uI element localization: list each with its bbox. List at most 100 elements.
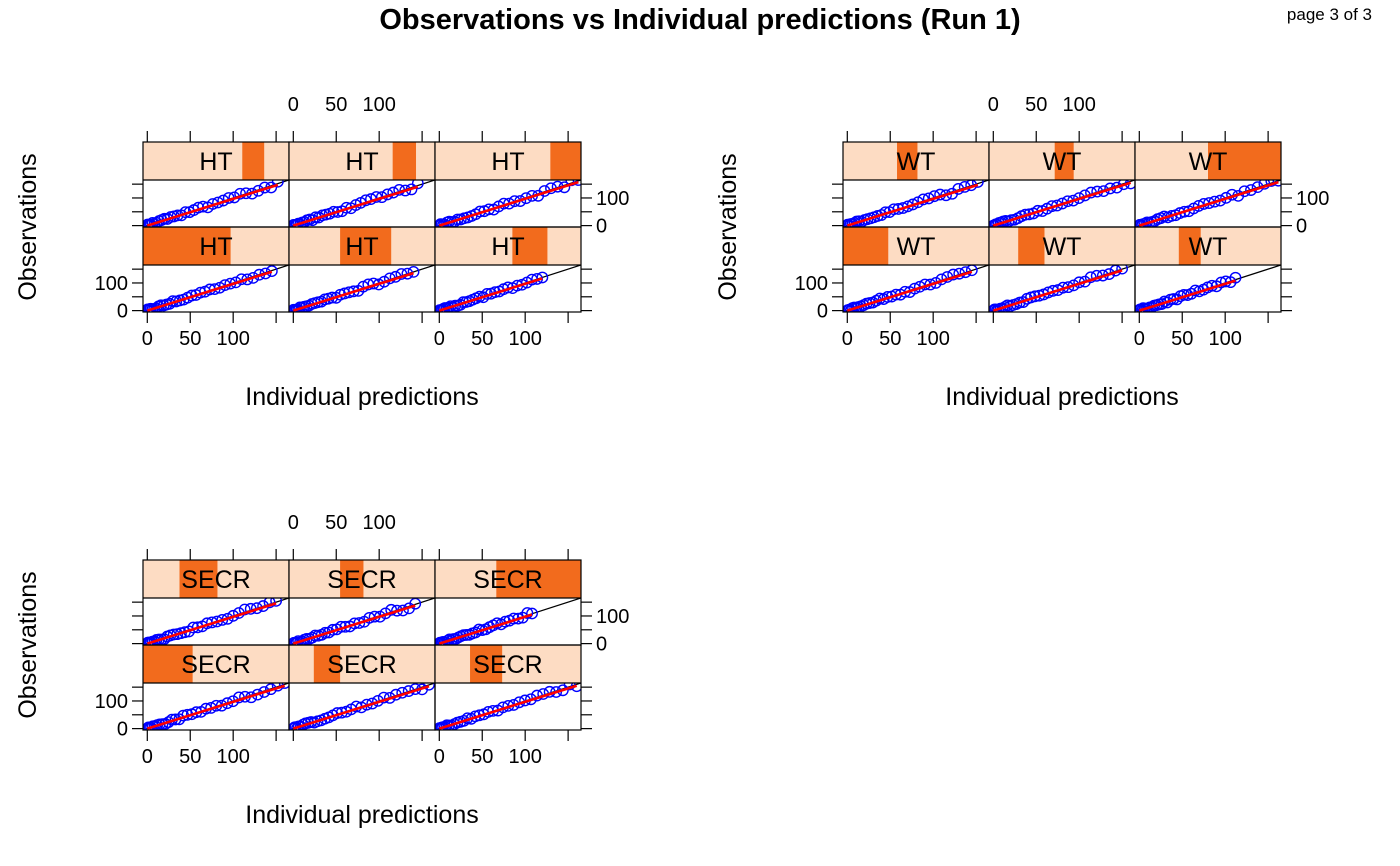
strip-range-indicator	[1178, 227, 1201, 265]
panel-secr-2: SECR	[288, 644, 436, 731]
x-tick-label: 100	[362, 94, 395, 116]
smooth-line	[438, 613, 533, 645]
panel-group-wt: WT WT WT WT WT WT 0 50 100 0 50 100 0 50 100 0 100 0 100 In…	[714, 94, 1329, 411]
strip-range-indicator	[470, 645, 503, 683]
y-axis-label: Observations	[14, 571, 42, 718]
panel-plot-area	[843, 180, 989, 227]
smooth-line	[292, 271, 414, 312]
panel-ht-5: HT	[288, 141, 436, 228]
panel-secr-5: SECR	[288, 559, 436, 646]
strip-range-indicator	[242, 142, 265, 180]
strip-background	[143, 142, 289, 180]
panel-secr-4: SECR	[142, 559, 290, 646]
strip-label: SECR	[327, 651, 396, 679]
panel-plot-area	[289, 683, 435, 730]
panel-ht-3: HT	[434, 226, 582, 313]
y-tick-label: 0	[117, 301, 128, 323]
strip-range-indicator	[512, 227, 548, 265]
data-point	[353, 617, 366, 629]
data-point	[1229, 271, 1242, 284]
x-tick-label: 50	[179, 746, 201, 768]
strip-background	[989, 227, 1135, 265]
smooth-line	[992, 269, 1123, 312]
x-tick-label: 50	[325, 512, 347, 534]
panel-ht-6: HT	[434, 141, 582, 228]
strip-label: WT	[1043, 148, 1082, 176]
x-tick-label: 50	[1025, 94, 1047, 116]
panel-wt-2: WT	[988, 226, 1136, 313]
strip-label: SECR	[181, 566, 250, 594]
x-tick-label: 50	[1171, 328, 1193, 350]
data-point	[469, 626, 482, 639]
x-tick-label: 100	[1062, 94, 1095, 116]
strip-background	[289, 645, 435, 683]
y-tick-label: 100	[95, 273, 128, 295]
strip-background	[435, 227, 581, 265]
strip-range-indicator	[143, 645, 193, 683]
panel-plot-area	[1135, 180, 1281, 227]
data-point	[844, 304, 857, 312]
strip-range-indicator	[496, 560, 581, 598]
smooth-line	[846, 270, 973, 312]
panel-plot-area	[143, 265, 289, 312]
x-tick-label: 100	[362, 512, 395, 534]
panel-secr-3: SECR	[434, 644, 582, 731]
panel-wt-3: WT	[1134, 226, 1282, 313]
panel-wt-6: WT	[1134, 141, 1282, 228]
strip-label: HT	[199, 148, 232, 176]
panel-plot-area	[289, 598, 435, 645]
data-point	[162, 716, 175, 729]
strip-range-indicator	[843, 227, 889, 265]
data-point	[521, 607, 534, 619]
x-tick-label: 0	[142, 746, 153, 768]
strip-label: WT	[1189, 148, 1228, 176]
smooth-line	[292, 685, 430, 730]
y-tick-label: 0	[117, 719, 128, 741]
panel-ht-2: HT	[288, 226, 436, 313]
data-point	[265, 265, 278, 277]
panel-plot-area	[435, 265, 581, 312]
strip-range-indicator	[1054, 142, 1074, 180]
y-tick-label: 0	[596, 216, 607, 238]
page-number: page 3 of 3	[1287, 5, 1372, 24]
x-tick-label: 0	[142, 328, 153, 350]
panel-secr-1: SECR	[142, 644, 290, 731]
data-point	[271, 180, 284, 188]
plot-title: Observations vs Individual predictions (…	[379, 4, 1020, 36]
data-point	[399, 184, 412, 197]
data-point	[290, 636, 303, 645]
data-point	[1097, 185, 1110, 198]
strip-background	[435, 645, 581, 683]
strip-label: HT	[491, 233, 524, 261]
data-point	[536, 271, 549, 284]
strip-range-indicator	[1018, 227, 1045, 265]
strip-label: SECR	[181, 651, 250, 679]
y-tick-label: 100	[596, 188, 629, 210]
x-tick-label: 100	[508, 328, 541, 350]
data-point	[1067, 194, 1080, 207]
data-point	[252, 184, 265, 197]
data-point	[924, 278, 937, 291]
smooth-line	[292, 604, 416, 645]
data-point	[563, 683, 576, 691]
strip-label: SECR	[473, 566, 542, 594]
panel-wt-5: WT	[988, 141, 1136, 228]
strip-range-indicator	[897, 142, 918, 180]
panel-group-secr: SECR SECR SECR SECR SECR SECR 0 50 100 0 50 100 0 50 1…	[14, 512, 629, 829]
data-point	[263, 598, 276, 609]
x-tick-label: 50	[325, 94, 347, 116]
x-tick-label: 100	[1208, 328, 1241, 350]
panel-plot-area	[435, 180, 581, 227]
strip-label: WT	[1043, 233, 1082, 261]
x-tick-label: 0	[1134, 328, 1145, 350]
data-point	[238, 603, 251, 616]
panel-plot-area	[143, 598, 289, 645]
data-point	[1116, 265, 1129, 275]
x-axis-label: Individual predictions	[245, 801, 478, 829]
panel-plot-area	[1135, 265, 1281, 312]
smooth-line	[992, 181, 1132, 227]
y-tick-label: 100	[95, 691, 128, 713]
x-axis-label: Individual predictions	[945, 383, 1178, 411]
strip-label: SECR	[473, 651, 542, 679]
data-point	[556, 684, 569, 697]
